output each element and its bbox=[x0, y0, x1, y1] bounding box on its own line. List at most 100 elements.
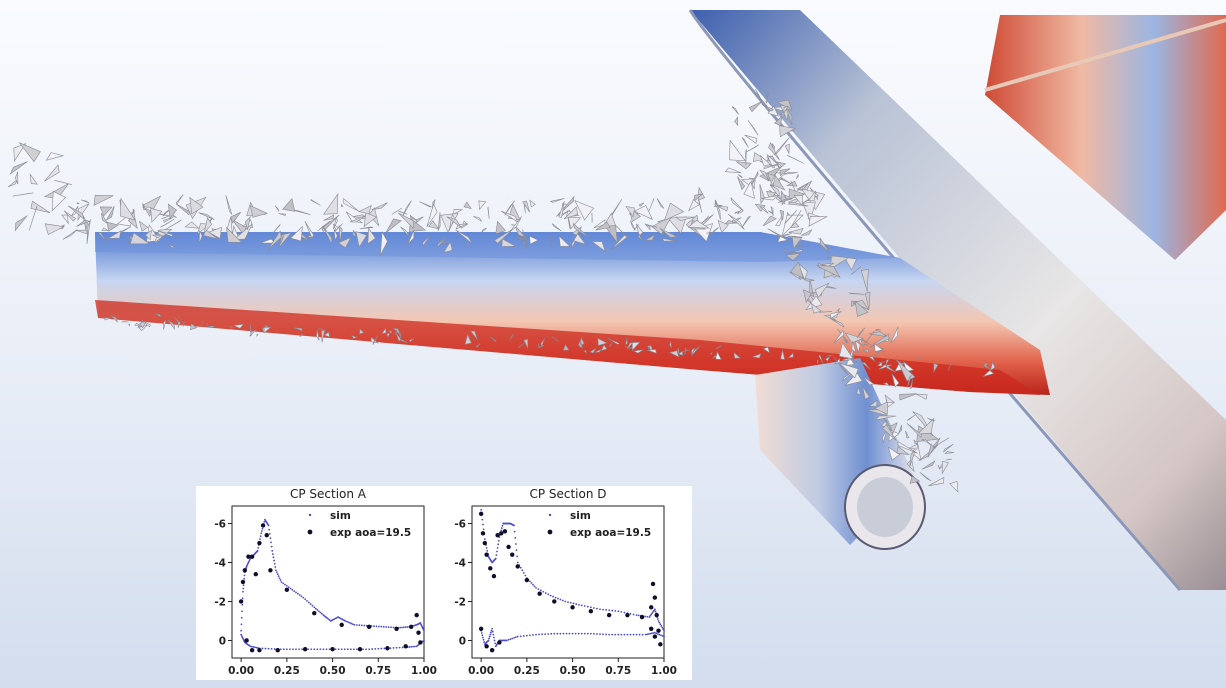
exp-point bbox=[524, 577, 530, 583]
sim-point bbox=[392, 647, 395, 649]
sim-point bbox=[300, 595, 303, 598]
vortex-fragment bbox=[152, 234, 162, 239]
vortex-fragment bbox=[270, 223, 281, 236]
vortex-fragment bbox=[150, 208, 163, 223]
vortex-fragment bbox=[504, 200, 516, 216]
vortex-fragment bbox=[717, 206, 729, 212]
vortex-fragment bbox=[909, 378, 913, 389]
sim-point bbox=[511, 637, 514, 640]
sim-point bbox=[363, 624, 366, 627]
vortex-fragment bbox=[332, 217, 339, 230]
vortex-fragment bbox=[244, 215, 251, 230]
sim-point bbox=[317, 610, 320, 613]
vortex-fragment bbox=[76, 202, 80, 205]
vortex-fragment bbox=[824, 356, 831, 362]
vortex-fragment bbox=[463, 201, 472, 209]
sim-point bbox=[516, 555, 519, 558]
sim-point bbox=[494, 642, 497, 645]
sim-point bbox=[485, 546, 488, 549]
vortex-fragment bbox=[495, 220, 506, 235]
vortex-fragment bbox=[848, 292, 865, 295]
vortex-fragment bbox=[155, 313, 162, 318]
vortex-fragment bbox=[687, 220, 711, 229]
vortex-fragment bbox=[784, 143, 790, 155]
vortex-fragment bbox=[868, 399, 878, 407]
vortex-fragment bbox=[709, 351, 713, 355]
sim-point bbox=[326, 617, 328, 619]
vortex-fragment bbox=[299, 333, 304, 337]
vortex-fragment bbox=[684, 346, 687, 356]
sim-point bbox=[267, 524, 270, 527]
vortex-fragment bbox=[63, 210, 77, 222]
sim-point bbox=[538, 633, 540, 636]
vortex-fragment bbox=[550, 235, 552, 248]
vortex-fragment bbox=[724, 167, 742, 174]
vortex-fragment bbox=[100, 212, 109, 225]
sim-point bbox=[561, 599, 564, 602]
vortex-fragment bbox=[638, 233, 643, 242]
sim-point bbox=[389, 647, 392, 649]
exp-point bbox=[409, 624, 414, 630]
sim-point bbox=[652, 632, 655, 634]
sim-point bbox=[660, 624, 663, 627]
vortex-fragment bbox=[909, 449, 916, 468]
sim-point bbox=[282, 648, 285, 651]
vortex-fragment bbox=[796, 173, 799, 179]
vortex-fragment bbox=[790, 209, 802, 228]
sim-point bbox=[491, 630, 494, 633]
sim-point bbox=[483, 641, 486, 643]
vortex-fragment bbox=[927, 417, 936, 422]
vortex-fragment bbox=[139, 220, 149, 232]
sim-point bbox=[547, 633, 550, 635]
vortex-fragment bbox=[322, 225, 332, 245]
vortex-fragment bbox=[779, 125, 796, 138]
sim-point bbox=[620, 633, 623, 636]
sim-point bbox=[507, 638, 510, 641]
vortex-fragment bbox=[761, 195, 780, 201]
sim-point bbox=[349, 622, 351, 624]
exp-point bbox=[357, 647, 363, 652]
sim-point bbox=[356, 624, 358, 626]
sim-point bbox=[347, 621, 350, 624]
vortex-fragment bbox=[398, 211, 408, 215]
sim-point bbox=[481, 634, 484, 637]
sim-point bbox=[654, 610, 657, 613]
sim-point bbox=[514, 543, 517, 545]
vortex-fragment bbox=[518, 342, 526, 349]
vortex-fragment bbox=[323, 193, 339, 215]
exp-point bbox=[484, 644, 489, 649]
vortex-fragment bbox=[631, 341, 641, 351]
sim-point bbox=[497, 539, 500, 542]
sim-point bbox=[307, 648, 310, 651]
exp-point bbox=[242, 568, 247, 573]
sim-point bbox=[343, 648, 346, 651]
exp-point bbox=[244, 638, 249, 643]
legend-label-exp: exp aoa=19.5 bbox=[330, 527, 411, 539]
sim-point bbox=[268, 528, 271, 531]
sim-point bbox=[282, 582, 285, 585]
sim-point bbox=[493, 636, 495, 639]
sim-point bbox=[274, 569, 277, 572]
vortex-fragment bbox=[225, 195, 233, 215]
exp-point bbox=[497, 640, 502, 645]
vortex-fragment bbox=[310, 199, 321, 206]
sim-point bbox=[542, 590, 545, 593]
sim-point bbox=[269, 537, 272, 540]
vortex-fragment bbox=[589, 348, 597, 354]
vortex-fragment bbox=[583, 350, 588, 355]
sim-point bbox=[301, 648, 303, 651]
vortex-fragment bbox=[752, 353, 762, 359]
vortex-fragment bbox=[321, 330, 326, 343]
vortex-fragment bbox=[933, 437, 950, 448]
sim-point bbox=[659, 623, 662, 626]
sim-point bbox=[602, 608, 604, 611]
vortex-fragment bbox=[633, 205, 653, 220]
sim-point bbox=[644, 633, 647, 636]
vortex-fragment bbox=[896, 445, 910, 456]
vortex-fragment bbox=[733, 351, 742, 359]
sim-point bbox=[241, 610, 243, 613]
vortex-fragment bbox=[407, 230, 415, 245]
vortex-fragment bbox=[881, 350, 886, 353]
vortex-fragment bbox=[919, 472, 932, 482]
sim-point bbox=[313, 606, 316, 609]
